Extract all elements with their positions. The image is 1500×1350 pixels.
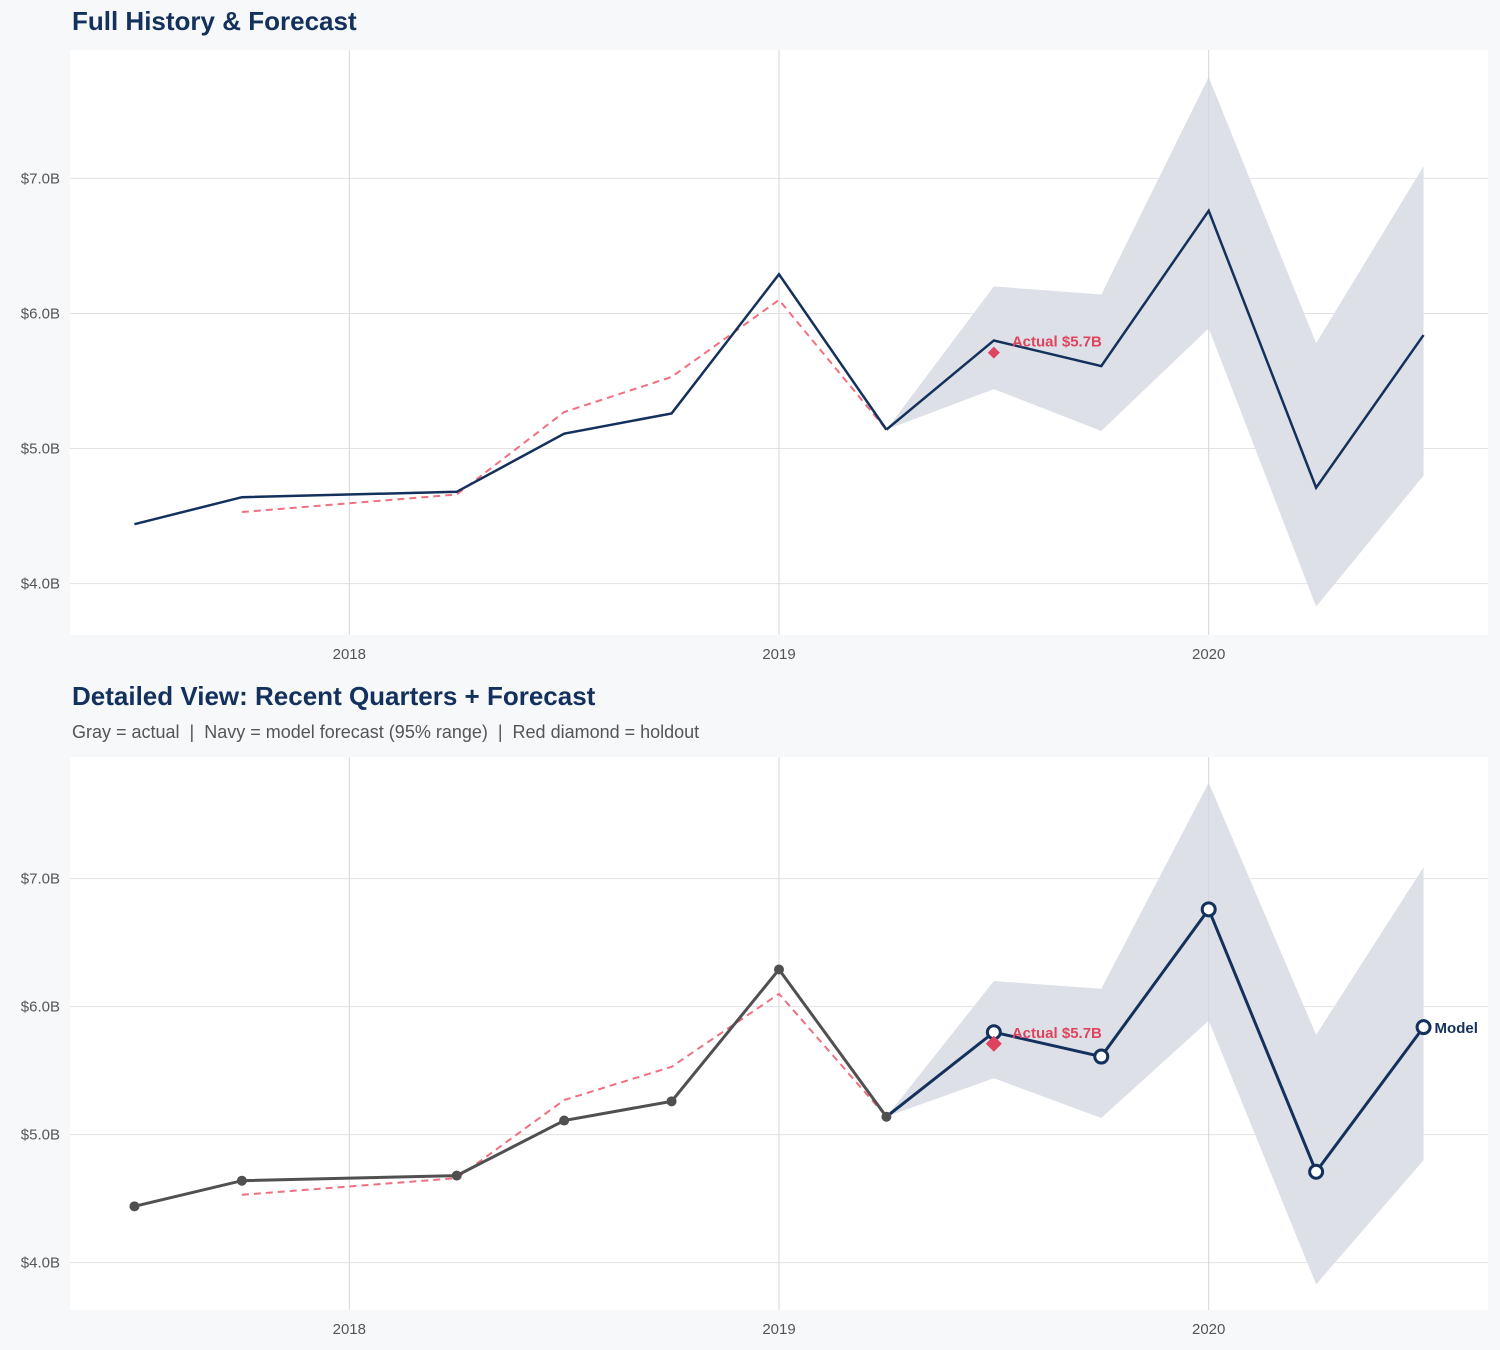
x-tick-label: 2020 bbox=[1192, 1321, 1225, 1338]
y-tick-label: $5.0B bbox=[21, 441, 60, 458]
forecast-point bbox=[1308, 1163, 1325, 1180]
actual-point bbox=[881, 1111, 892, 1122]
actual-point bbox=[451, 1170, 462, 1181]
y-tick-label: $6.0B bbox=[21, 305, 60, 322]
y-tick-label: $6.0B bbox=[21, 999, 60, 1016]
forecast-band bbox=[886, 77, 1424, 607]
x-tick-label: 2019 bbox=[762, 646, 795, 663]
chart-subtitle: Gray = actual | Navy = model forecast (9… bbox=[72, 722, 700, 742]
forecast-line bbox=[885, 906, 1425, 1175]
actual-line bbox=[134, 272, 888, 526]
holdout-label: Actual $5.7B bbox=[1012, 1025, 1102, 1042]
y-tick-label: $7.0B bbox=[21, 170, 60, 187]
chart-panel-1: $4.0B $5.0B $6.0B $7.0B 2018 2019 2020 Actual $… bbox=[21, 757, 1488, 1338]
actual-point bbox=[236, 1175, 247, 1186]
y-tick-label: $4.0B bbox=[21, 576, 60, 593]
forecast-point bbox=[1093, 1048, 1110, 1065]
holdout-diamond bbox=[987, 346, 1000, 359]
actual-point bbox=[559, 1115, 570, 1126]
y-tick-label: $4.0B bbox=[21, 1255, 60, 1272]
model-end-label: Model bbox=[1435, 1020, 1478, 1037]
forecast-point bbox=[1200, 901, 1217, 918]
chart-title-top: Full History & Forecast bbox=[72, 6, 357, 36]
actual-point bbox=[774, 964, 784, 975]
forecast-point bbox=[1415, 1019, 1432, 1036]
x-tick-label: 2018 bbox=[333, 646, 366, 663]
forecast-band bbox=[886, 782, 1424, 1285]
holdout-diamond bbox=[985, 1035, 1002, 1052]
forecast-line bbox=[885, 208, 1425, 491]
chart-title-bottom: Detailed View: Recent Quarters + Forecas… bbox=[72, 681, 596, 711]
x-tick-label: 2020 bbox=[1192, 646, 1225, 663]
actual-point bbox=[129, 1201, 140, 1212]
y-tick-label: $7.0B bbox=[21, 871, 60, 888]
y-tick-label: $5.0B bbox=[21, 1127, 60, 1144]
fitted-line bbox=[241, 298, 888, 514]
fitted-line bbox=[241, 992, 888, 1196]
actual-point bbox=[666, 1096, 677, 1107]
holdout-label: Actual $5.7B bbox=[1012, 333, 1102, 350]
x-tick-label: 2018 bbox=[333, 1321, 366, 1338]
x-tick-label: 2019 bbox=[762, 1321, 795, 1338]
chart-panel-0: $4.0B $5.0B $6.0B $7.0B 2018 2019 2020 Actual $… bbox=[21, 50, 1488, 663]
